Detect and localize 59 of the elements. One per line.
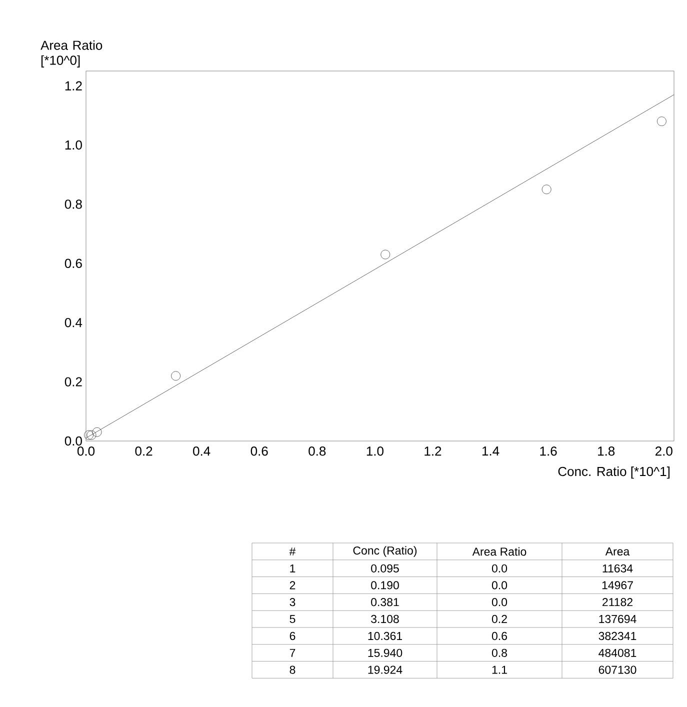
text: 11634 [602,564,633,572]
text: 15.940 [368,648,402,657]
text: 0.0 [492,581,508,590]
text: 6 [290,632,296,640]
y-tick-label: 0.6 [64,258,82,268]
y-tick-label: 0.0 [64,436,82,446]
y-tick-label: 1.2 [65,81,82,90]
text: 2 [290,581,296,590]
text: # [289,548,296,556]
x-tick-label: 1.2 [424,446,442,456]
text: 0.381 [371,598,399,606]
text: 10.361 [368,632,402,640]
text: 0.2 [492,614,507,624]
x-tick-label: 1.0 [366,446,384,456]
text: 0.8 [492,648,507,657]
point [86,430,96,440]
text: 0.095 [371,564,399,572]
point [92,427,102,437]
text: 137694 [599,614,636,624]
text: 3.108 [371,614,399,624]
x-tick-label: 1.8 [598,446,615,456]
x-tick-label: 1.4 [482,446,500,456]
text: 0.0 [492,564,508,572]
x-tick-label: 0.2 [135,446,152,456]
text: 19.924 [368,666,402,674]
text: 21182 [602,598,632,606]
x-axis-title: Conc. Ratio [*10^1] [558,466,670,479]
text: 0.6 [492,632,507,640]
text: Area [605,547,630,556]
text: 14967 [602,581,633,590]
text: 7 [290,648,296,657]
x-tick-label: 0.8 [308,446,326,456]
y-tick-label: 1.0 [65,140,82,150]
text: 1 [290,564,296,572]
text: 0.0 [492,598,508,606]
text: 3 [290,598,296,606]
point [380,250,390,260]
x-tick-label: 0.0 [77,446,95,456]
y-tick-label: 0.2 [64,377,82,386]
point [171,371,181,381]
text: 484081 [598,648,636,657]
text: 1.1 [492,666,507,674]
text: 0.190 [371,581,399,590]
point [542,184,552,194]
point [84,430,94,440]
x-tick-label: 0.4 [193,446,210,456]
text: 382341 [598,632,636,640]
text: 8 [290,666,296,674]
text: Area Ratio [472,547,526,556]
x-tick-label: 0.6 [250,446,268,456]
text: Conc (Ratio) [353,546,417,557]
x-tick-label: 1.6 [540,446,557,456]
y-tick-label: 0.8 [64,200,82,209]
y-tick-label: 0.4 [64,318,82,328]
text: 5 [290,614,296,624]
x-tick-label: 2.0 [656,446,672,456]
point [656,116,666,126]
text: 607130 [598,666,636,674]
y-axis-title: Area Ratio [*10^0] [40,40,102,68]
